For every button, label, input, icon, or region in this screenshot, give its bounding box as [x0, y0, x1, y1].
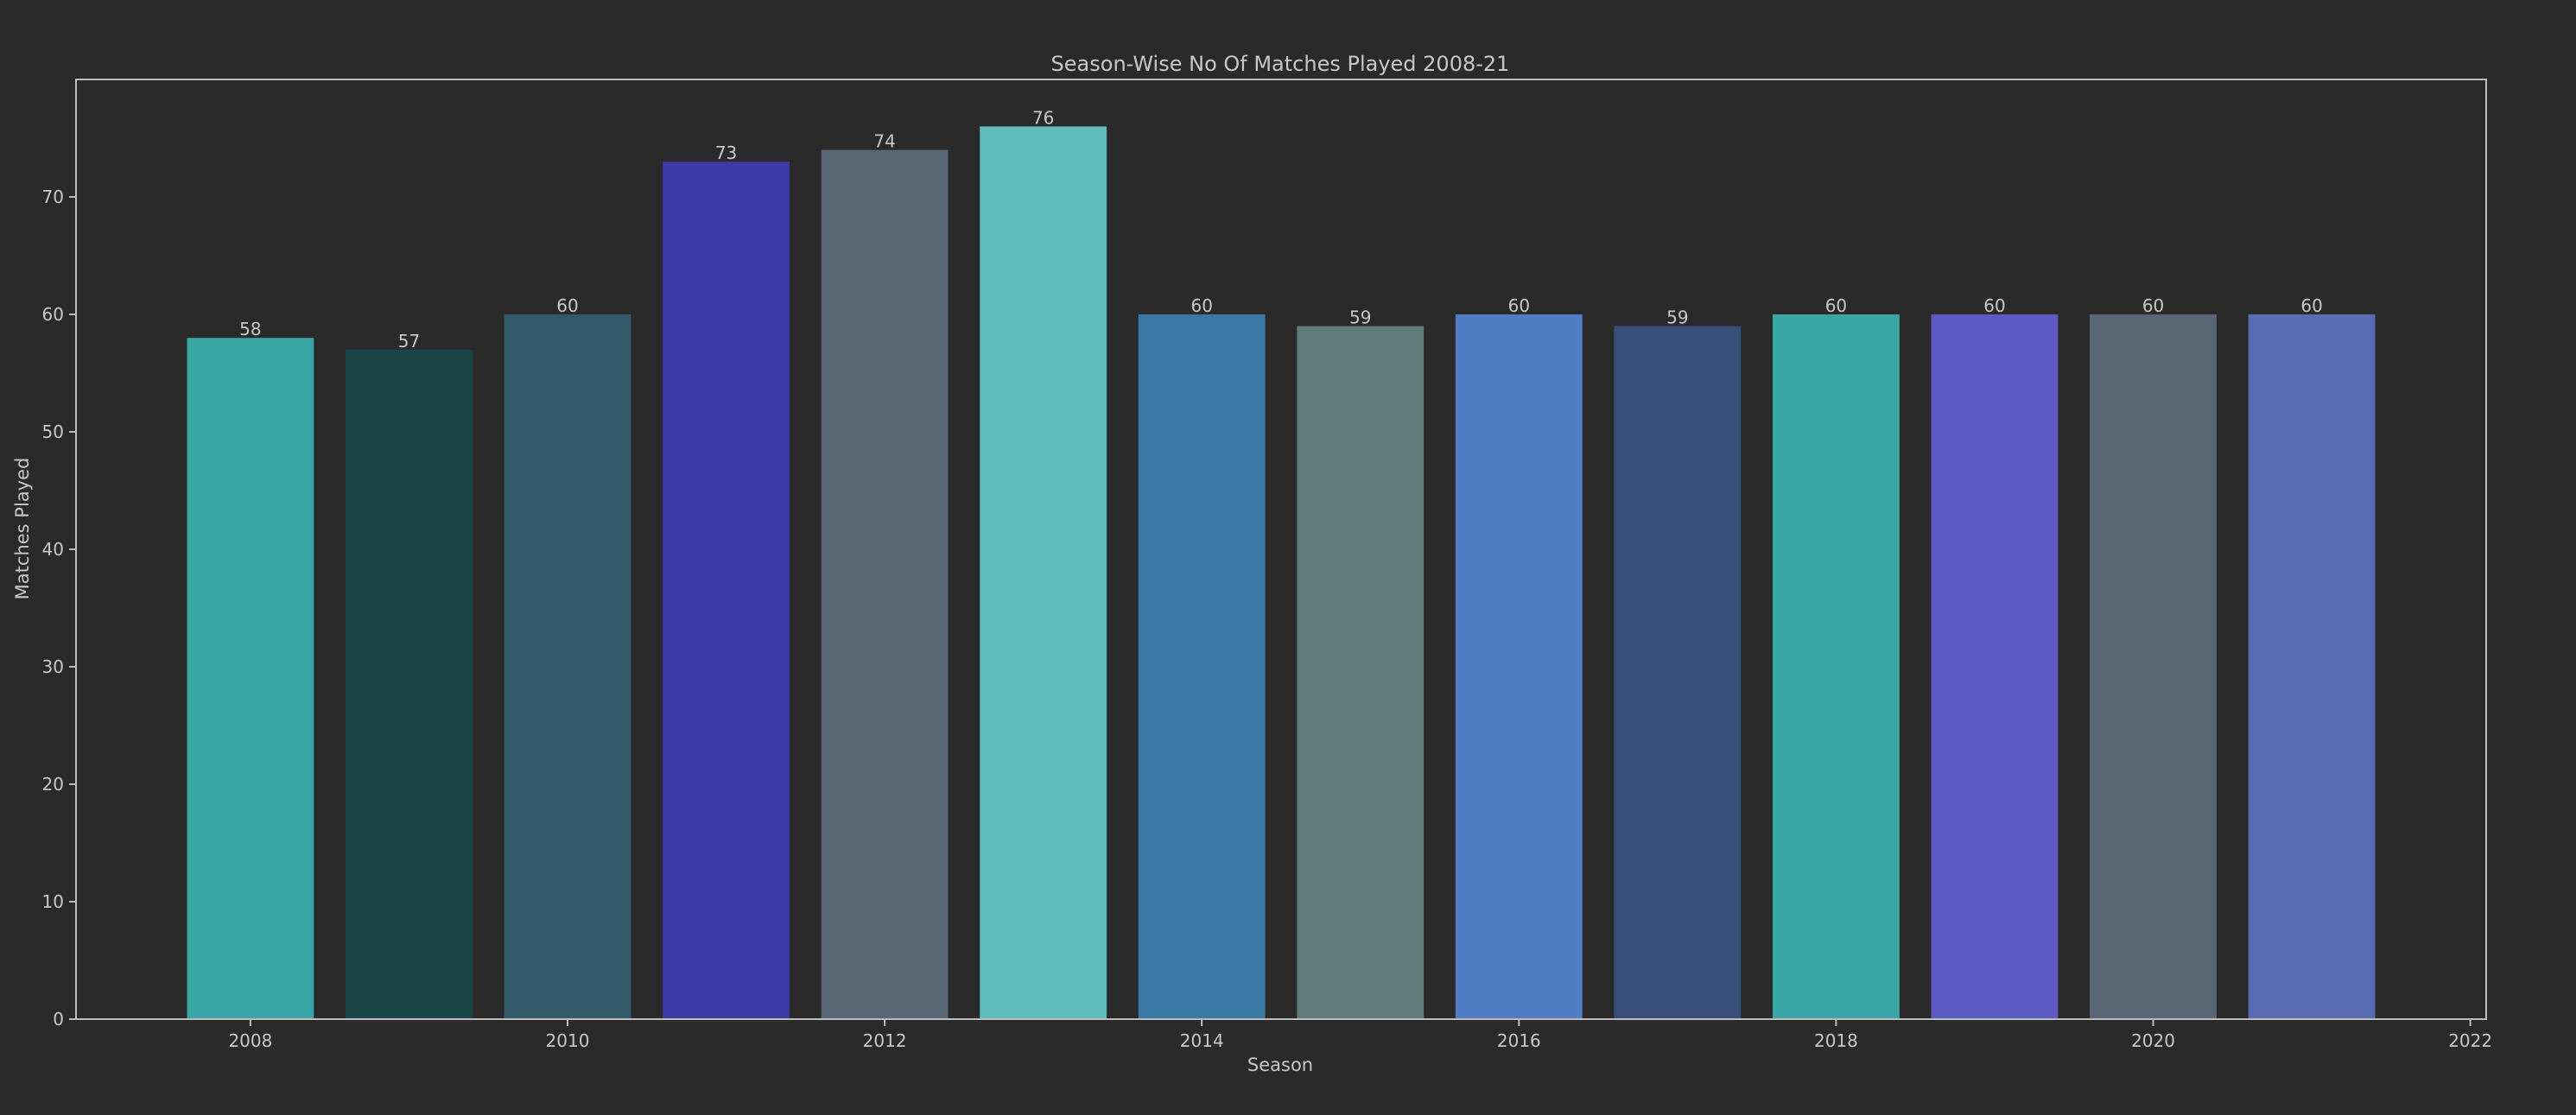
- y-tick-label-50: 50: [42, 421, 64, 442]
- bar-2008: [187, 338, 314, 1019]
- data-label-2020: 60: [2142, 295, 2164, 316]
- data-label-2016: 60: [1508, 295, 1530, 316]
- x-axis-label: Season: [1247, 1055, 1313, 1075]
- data-label-2008: 58: [239, 319, 261, 339]
- x-tick-label-2010: 2010: [546, 1030, 590, 1051]
- y-tick-label-60: 60: [42, 304, 64, 325]
- data-label-2014: 60: [1190, 295, 1212, 316]
- data-label-2018: 60: [1825, 295, 1847, 316]
- bar-2018: [1773, 314, 1900, 1019]
- x-tick-label-2014: 2014: [1180, 1030, 1224, 1051]
- data-label-2021: 60: [2300, 295, 2322, 316]
- chart-title: Season-Wise No Of Matches Played 2008-21: [1051, 52, 1510, 76]
- bar-2020: [2090, 314, 2217, 1019]
- y-tick-label-0: 0: [53, 1009, 64, 1029]
- data-label-2013: 76: [1032, 107, 1054, 128]
- bar-2015: [1297, 326, 1424, 1020]
- data-label-2012: 74: [873, 131, 895, 152]
- data-label-2009: 57: [398, 331, 420, 352]
- bar-2010: [504, 314, 631, 1019]
- y-tick-label-40: 40: [42, 539, 64, 560]
- bar-2009: [346, 349, 473, 1019]
- bar-2021: [2248, 314, 2376, 1019]
- y-tick-label-30: 30: [42, 656, 64, 677]
- bar-2016: [1455, 314, 1583, 1019]
- data-label-2011: 73: [715, 143, 737, 163]
- y-axis-label: Matches Played: [12, 458, 33, 600]
- bar-2014: [1138, 314, 1266, 1019]
- y-tick-label-20: 20: [42, 774, 64, 795]
- bars-group: [187, 126, 2376, 1020]
- x-tick-label-2018: 2018: [1814, 1030, 1858, 1051]
- y-tick-label-10: 10: [42, 891, 64, 912]
- data-label-2015: 59: [1349, 307, 1371, 328]
- x-axis-ticks: 2008 2010 2012 2014 2016 2018 2020 2022: [228, 1019, 2492, 1051]
- data-labels-group: 58 57 60 73 74 76 60 59 60 59 60 60 60 60: [239, 107, 2323, 351]
- data-label-2010: 60: [556, 295, 578, 316]
- bar-2019: [1931, 314, 2059, 1019]
- bar-2013: [980, 126, 1107, 1019]
- bar-2017: [1614, 326, 1742, 1020]
- data-label-2019: 60: [1983, 295, 2005, 316]
- x-tick-label-2012: 2012: [863, 1030, 907, 1051]
- bar-2011: [663, 162, 790, 1019]
- x-tick-label-2008: 2008: [228, 1030, 272, 1051]
- x-tick-label-2022: 2022: [2448, 1030, 2492, 1051]
- plot-area-frame: [75, 79, 2487, 1020]
- y-tick-label-70: 70: [42, 187, 64, 207]
- x-tick-label-2016: 2016: [1497, 1030, 1541, 1051]
- x-tick-label-2020: 2020: [2131, 1030, 2175, 1051]
- data-label-2017: 59: [1666, 307, 1688, 328]
- y-axis-ticks: 0 10 20 30 40 50 60 70: [42, 187, 76, 1029]
- bar-2012: [821, 149, 949, 1020]
